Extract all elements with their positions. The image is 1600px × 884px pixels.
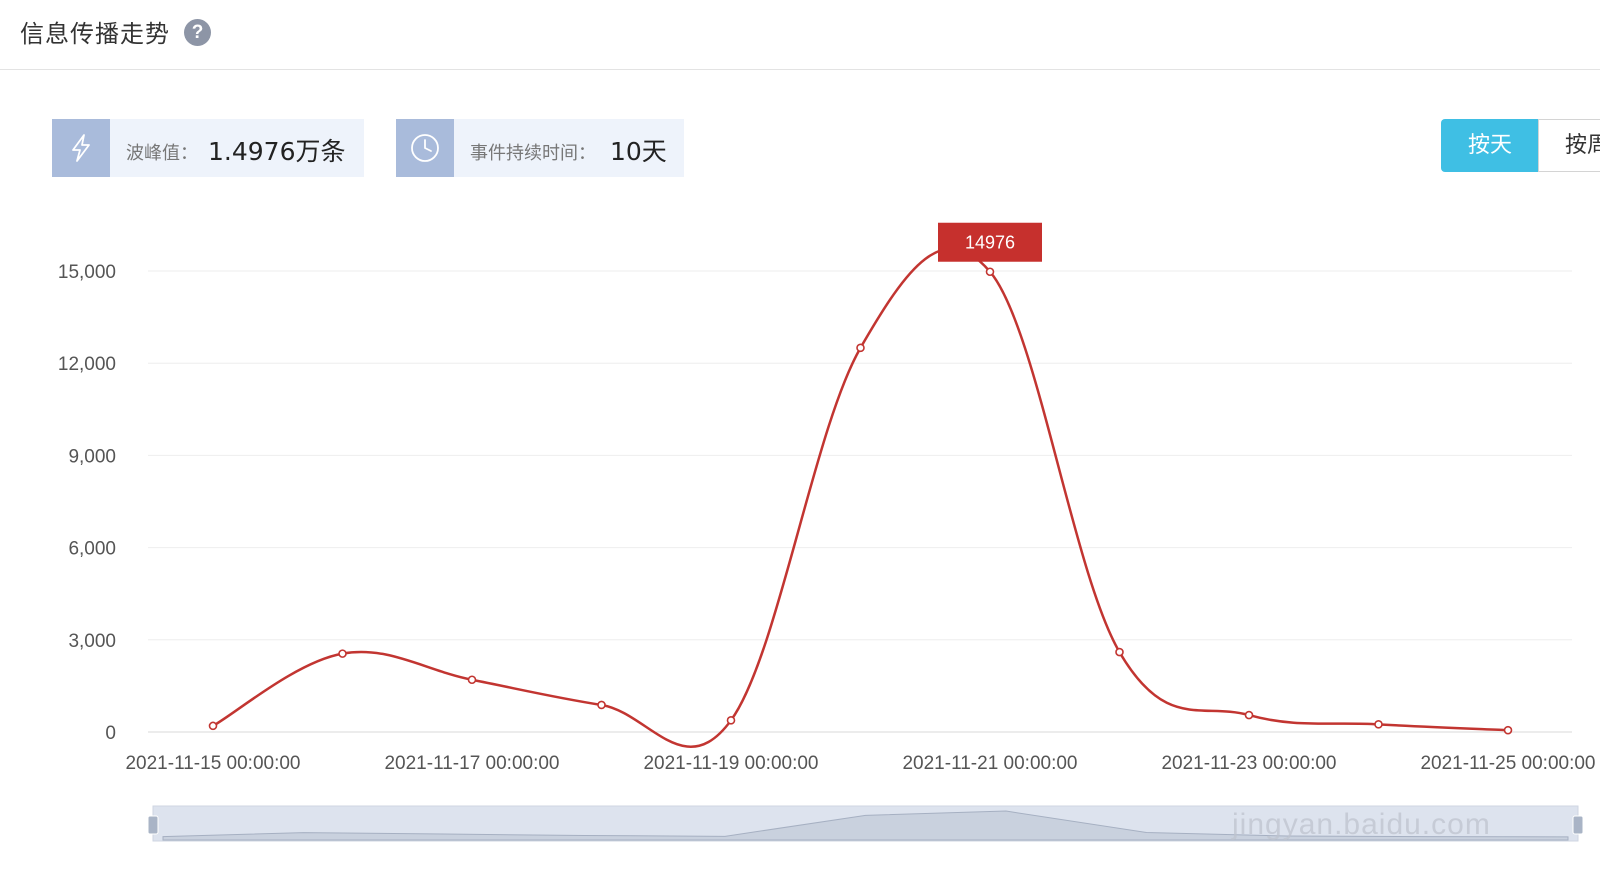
watermark-text: jingyan.baidu.com <box>1232 808 1491 841</box>
data-point <box>1115 647 1124 657</box>
header: 信息传播走势 ? <box>0 0 1600 70</box>
data-point <box>1503 725 1513 735</box>
duration-value: 10天 <box>610 137 667 166</box>
data-zoom-slider <box>147 805 1584 842</box>
peak-marker: 14976 <box>938 222 1042 262</box>
toggle-by-day-button[interactable]: 按天 <box>1441 119 1539 172</box>
x-tick-label: 2021-11-21 00:00:00 <box>902 753 1077 774</box>
page-title: 信息传播走势 <box>20 20 170 48</box>
y-axis-ticks: 0 3,000 6,000 9,000 12,000 15,000 <box>58 262 116 744</box>
data-point <box>597 700 606 710</box>
y-tick-label: 0 <box>105 723 116 744</box>
peak-label-box <box>938 222 1042 262</box>
peak-label: 波峰值： <box>126 143 198 164</box>
x-tick-label: 2021-11-23 00:00:00 <box>1161 753 1336 774</box>
zoom-mini-series <box>162 810 1569 841</box>
data-point <box>1374 720 1383 729</box>
x-tick-label: 2021-11-15 00:00:00 <box>125 753 300 774</box>
x-tick-label: 2021-11-17 00:00:00 <box>384 753 559 774</box>
y-tick-label: 9,000 <box>68 446 116 467</box>
x-tick-label: 2021-11-19 00:00:00 <box>643 753 818 774</box>
question-circle-icon[interactable]: ? <box>184 19 211 46</box>
data-point <box>338 649 347 658</box>
y-tick-label: 6,000 <box>68 539 116 560</box>
trend-chart: 0 3,000 6,000 9,000 12,000 15,000 2021-11-15 … <box>58 222 1596 842</box>
data-point <box>208 721 218 731</box>
data-point <box>1244 710 1254 720</box>
data-point <box>726 716 736 725</box>
data-points <box>208 267 1513 735</box>
clock-icon <box>396 119 454 177</box>
peak-label-text: 14976 <box>965 233 1015 253</box>
peak-stat-card: 波峰值： 1.4976万条 <box>52 119 364 177</box>
data-point <box>856 343 865 353</box>
y-tick-label: 3,000 <box>68 631 116 652</box>
zoom-handle[interactable] <box>147 815 159 835</box>
x-tick-label: 2021-11-25 00:00:00 <box>1420 753 1595 774</box>
y-tick-label: 12,000 <box>58 354 116 375</box>
lightning-icon <box>52 119 110 177</box>
y-tick-label: 15,000 <box>58 262 116 283</box>
zoom-handle[interactable] <box>1572 815 1584 835</box>
series-line <box>212 247 1509 748</box>
duration-stat-card: 事件持续时间： 10天 <box>396 119 684 177</box>
data-point <box>985 267 995 277</box>
toggle-by-week-button[interactable]: 按周 <box>1538 119 1600 172</box>
grid-lines <box>148 270 1572 733</box>
peak-value: 1.4976万条 <box>208 137 346 166</box>
x-axis-ticks: 2021-11-15 00:00:00 2021-11-17 00:00:00 20… <box>125 753 1595 774</box>
duration-label: 事件持续时间： <box>470 143 596 164</box>
data-point <box>467 675 477 685</box>
